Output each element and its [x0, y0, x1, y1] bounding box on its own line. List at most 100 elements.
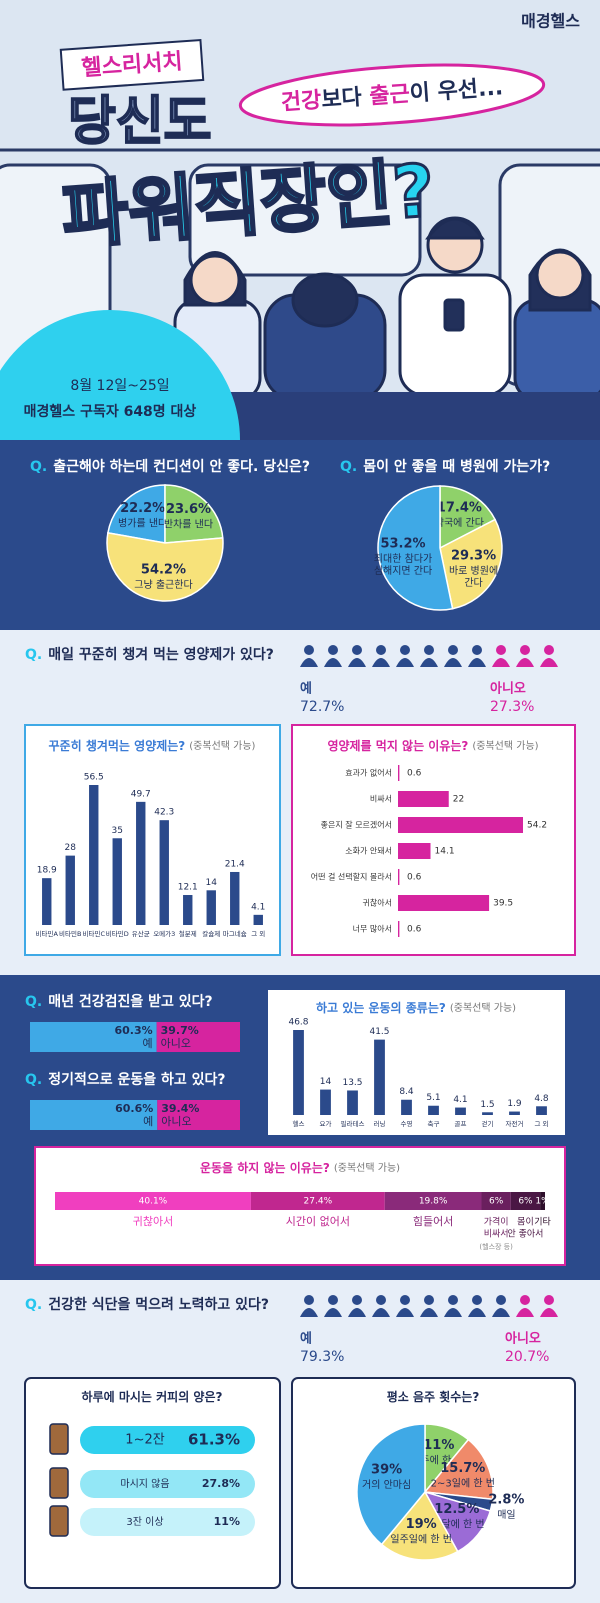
icon-body	[468, 1308, 486, 1317]
value-label: 14	[206, 878, 218, 888]
bar-segment	[30, 1022, 157, 1052]
bar	[253, 914, 263, 925]
icon-head	[424, 645, 434, 655]
person-head	[535, 250, 585, 300]
value-label: 19.8%	[419, 1197, 448, 1207]
value-label: 22.2%	[120, 501, 165, 516]
y-tick-label: 효과가 없어서	[345, 768, 392, 778]
segment-label: 귀찮아서	[133, 1215, 173, 1228]
icon-body	[396, 658, 414, 667]
icon-body	[516, 658, 534, 667]
y-tick-label: 어떤 걸 선택할지 몰라서	[311, 872, 392, 882]
person-icon	[420, 1295, 438, 1317]
title-text: 운동을 하지 않는 이유는?	[200, 1160, 330, 1175]
title-text: 하고 있는 운동의 종류는?	[316, 1000, 446, 1015]
value-label: 27.4%	[304, 1197, 333, 1207]
value-label: 29.3%	[451, 549, 496, 564]
pill	[80, 1508, 255, 1536]
chart-title: 하고 있는 운동의 종류는? (중복선택 가능)	[316, 1000, 516, 1015]
bar	[401, 1099, 412, 1115]
value-label: 0.6	[407, 769, 422, 779]
x-tick-label: 그 외	[251, 930, 265, 938]
x-tick-label: 요가	[320, 1119, 332, 1128]
person-icon	[300, 1295, 318, 1317]
icon-head	[376, 1295, 386, 1305]
answer-value: 72.7%	[300, 699, 344, 715]
panel	[291, 724, 576, 956]
brand: 매경헬스	[521, 12, 580, 31]
value-label: 40.1%	[139, 1197, 168, 1207]
bar	[230, 871, 240, 925]
icon-head	[328, 1295, 338, 1305]
answer-label: 예	[300, 1331, 312, 1347]
value-label: 54.2	[527, 821, 547, 831]
bar-segment	[510, 1192, 541, 1210]
bubble	[238, 63, 546, 127]
person-icon	[492, 645, 510, 667]
person-icon	[396, 645, 414, 667]
pie-slice	[106, 531, 224, 602]
person-hair	[425, 217, 485, 240]
slice-label: 최대한 참다가	[374, 553, 432, 565]
x-tick-label: 마그네슘	[223, 929, 247, 938]
person-head	[189, 254, 241, 306]
person-icon	[468, 1295, 486, 1317]
bar	[89, 785, 99, 925]
bar	[42, 878, 52, 925]
person-icon	[348, 1295, 366, 1317]
person-head	[291, 272, 359, 328]
period: 8월 12일~25일	[70, 378, 169, 394]
pill-label: 마시지 않음	[120, 1478, 169, 1490]
pill-label: 1~2잔	[125, 1433, 164, 1448]
title-note: (중복선택 가능)	[334, 1162, 400, 1174]
answer-label: 아니오	[505, 1331, 541, 1347]
bar	[398, 791, 449, 807]
segment-label: 힘들어서	[413, 1215, 453, 1228]
bar	[428, 1105, 439, 1115]
value-label: 22	[453, 795, 464, 805]
x-tick-label: 자전거	[506, 1119, 524, 1128]
x-tick-label: 철분제	[179, 929, 197, 938]
value-label: 39.5	[493, 899, 513, 909]
panel	[24, 724, 281, 956]
bar	[65, 855, 75, 925]
chart-title: 영양제를 먹지 않는 이유는? (중복선택 가능)	[327, 738, 538, 753]
question-text: 매일 꾸준히 챙겨 먹는 영양제가 있다?	[48, 646, 274, 663]
value-label: 6%	[518, 1197, 533, 1207]
value-label: 60.3%	[114, 1024, 152, 1037]
bar	[374, 1039, 385, 1115]
question: Q. 매일 꾸준히 챙겨 먹는 영양제가 있다?	[25, 646, 274, 663]
question-marker: Q.	[25, 1072, 42, 1088]
icon-body	[396, 1308, 414, 1317]
icon-body	[372, 658, 390, 667]
value-label: 19%	[406, 1517, 437, 1532]
bar	[482, 1112, 493, 1115]
question: Q. 건강한 식단을 먹으려 노력하고 있다?	[25, 1296, 269, 1313]
slice-label: 심해지면 간다	[374, 564, 432, 577]
icon-body	[468, 658, 486, 667]
panel	[268, 990, 565, 1135]
icon-body	[492, 1308, 510, 1317]
icon-head	[520, 1295, 530, 1305]
value-label: 12.1	[178, 883, 198, 893]
icon-body	[372, 1308, 390, 1317]
title-text: 영양제를 먹지 않는 이유는?	[327, 738, 468, 753]
icon-head	[496, 1295, 506, 1305]
x-tick-label: 비타민C	[83, 929, 106, 938]
icon-head	[304, 645, 314, 655]
bar	[347, 1090, 358, 1115]
pie-slice	[423, 1438, 494, 1501]
icon-head	[424, 1295, 434, 1305]
bar	[293, 1030, 304, 1115]
bar	[455, 1107, 466, 1115]
value-label: 60.6%	[115, 1102, 153, 1115]
icon-head	[496, 645, 506, 655]
value-label: 12.5%	[434, 1502, 479, 1517]
value-label: 0.6	[407, 925, 422, 935]
value-label: 8.4	[399, 1087, 414, 1097]
icon-head	[544, 1295, 554, 1305]
icon-head	[352, 1295, 362, 1305]
segment-label: 예	[143, 1115, 153, 1128]
x-tick-label: 비타민D	[106, 929, 129, 938]
